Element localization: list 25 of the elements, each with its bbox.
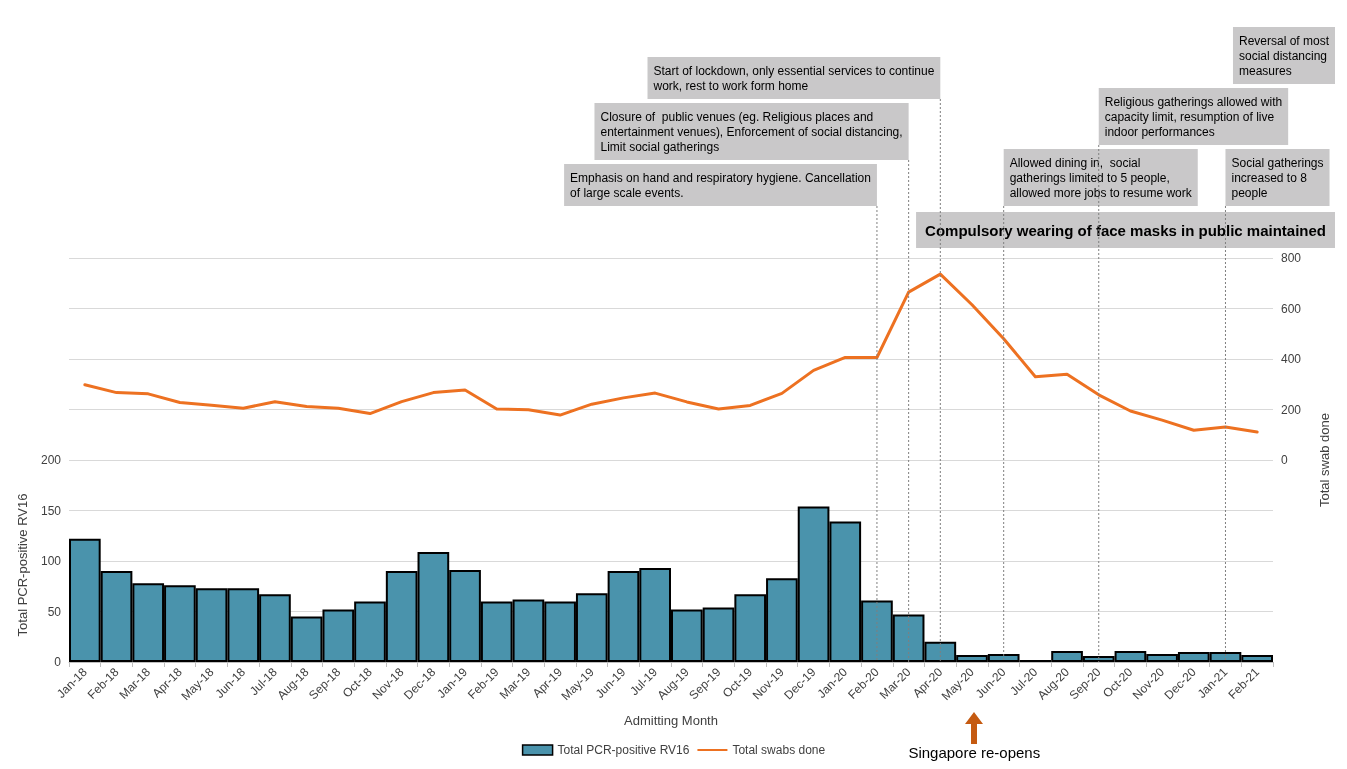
text: Singapore re-opens	[907, 744, 1042, 761]
ref-line-label: Closure of public venues (eg. Religious places and entertainment venues), Enforcement of social distancing, Limit social gatherings	[600, 109, 903, 154]
ref-line-label: Social gatherings increased to 8 people	[1231, 155, 1324, 200]
y2-tick-label: 200	[1281, 402, 1302, 417]
ref-line-label: Start of lockdown, only essential services to continue work, rest to work form home	[652, 63, 935, 93]
y2-tick-label: 0	[1281, 453, 1288, 467]
legend-label: Total swabs done	[732, 743, 826, 757]
x-axis-title: Admitting Month	[624, 713, 718, 728]
y-tick-label: 0	[54, 655, 62, 669]
y-axis-title: Total PCR-positive RV16	[15, 493, 30, 637]
y2-tick-label: 600	[1281, 301, 1302, 316]
text: Compulsory wearing of face masks in public maintained	[925, 221, 1327, 239]
y2-tick-label: 800	[1281, 251, 1302, 265]
y-tick-label: 50	[47, 604, 62, 619]
ref-line-label: Allowed dining in, social gatherings limited to 5 people, allowed more jobs to resume work	[1009, 155, 1193, 200]
ref-line-label: Emphasis on hand and respiratory hygiene. Cancellation of large scale events.	[570, 170, 871, 200]
y2-tick-label: 400	[1281, 352, 1302, 366]
legend-label: Total PCR-positive RV16	[557, 743, 690, 757]
line-series	[83, 272, 1259, 434]
text: Reversal of most social distancing measures	[1238, 33, 1330, 78]
y-tick-label: 150	[40, 503, 62, 518]
ref-line-label: Religious gatherings allowed with capacity limit, resumption of live indoor performances	[1104, 94, 1283, 139]
y-tick-label: 200	[40, 453, 62, 467]
y2-axis-title: Total swab done	[1317, 413, 1332, 507]
y-tick-label: 100	[40, 554, 62, 568]
